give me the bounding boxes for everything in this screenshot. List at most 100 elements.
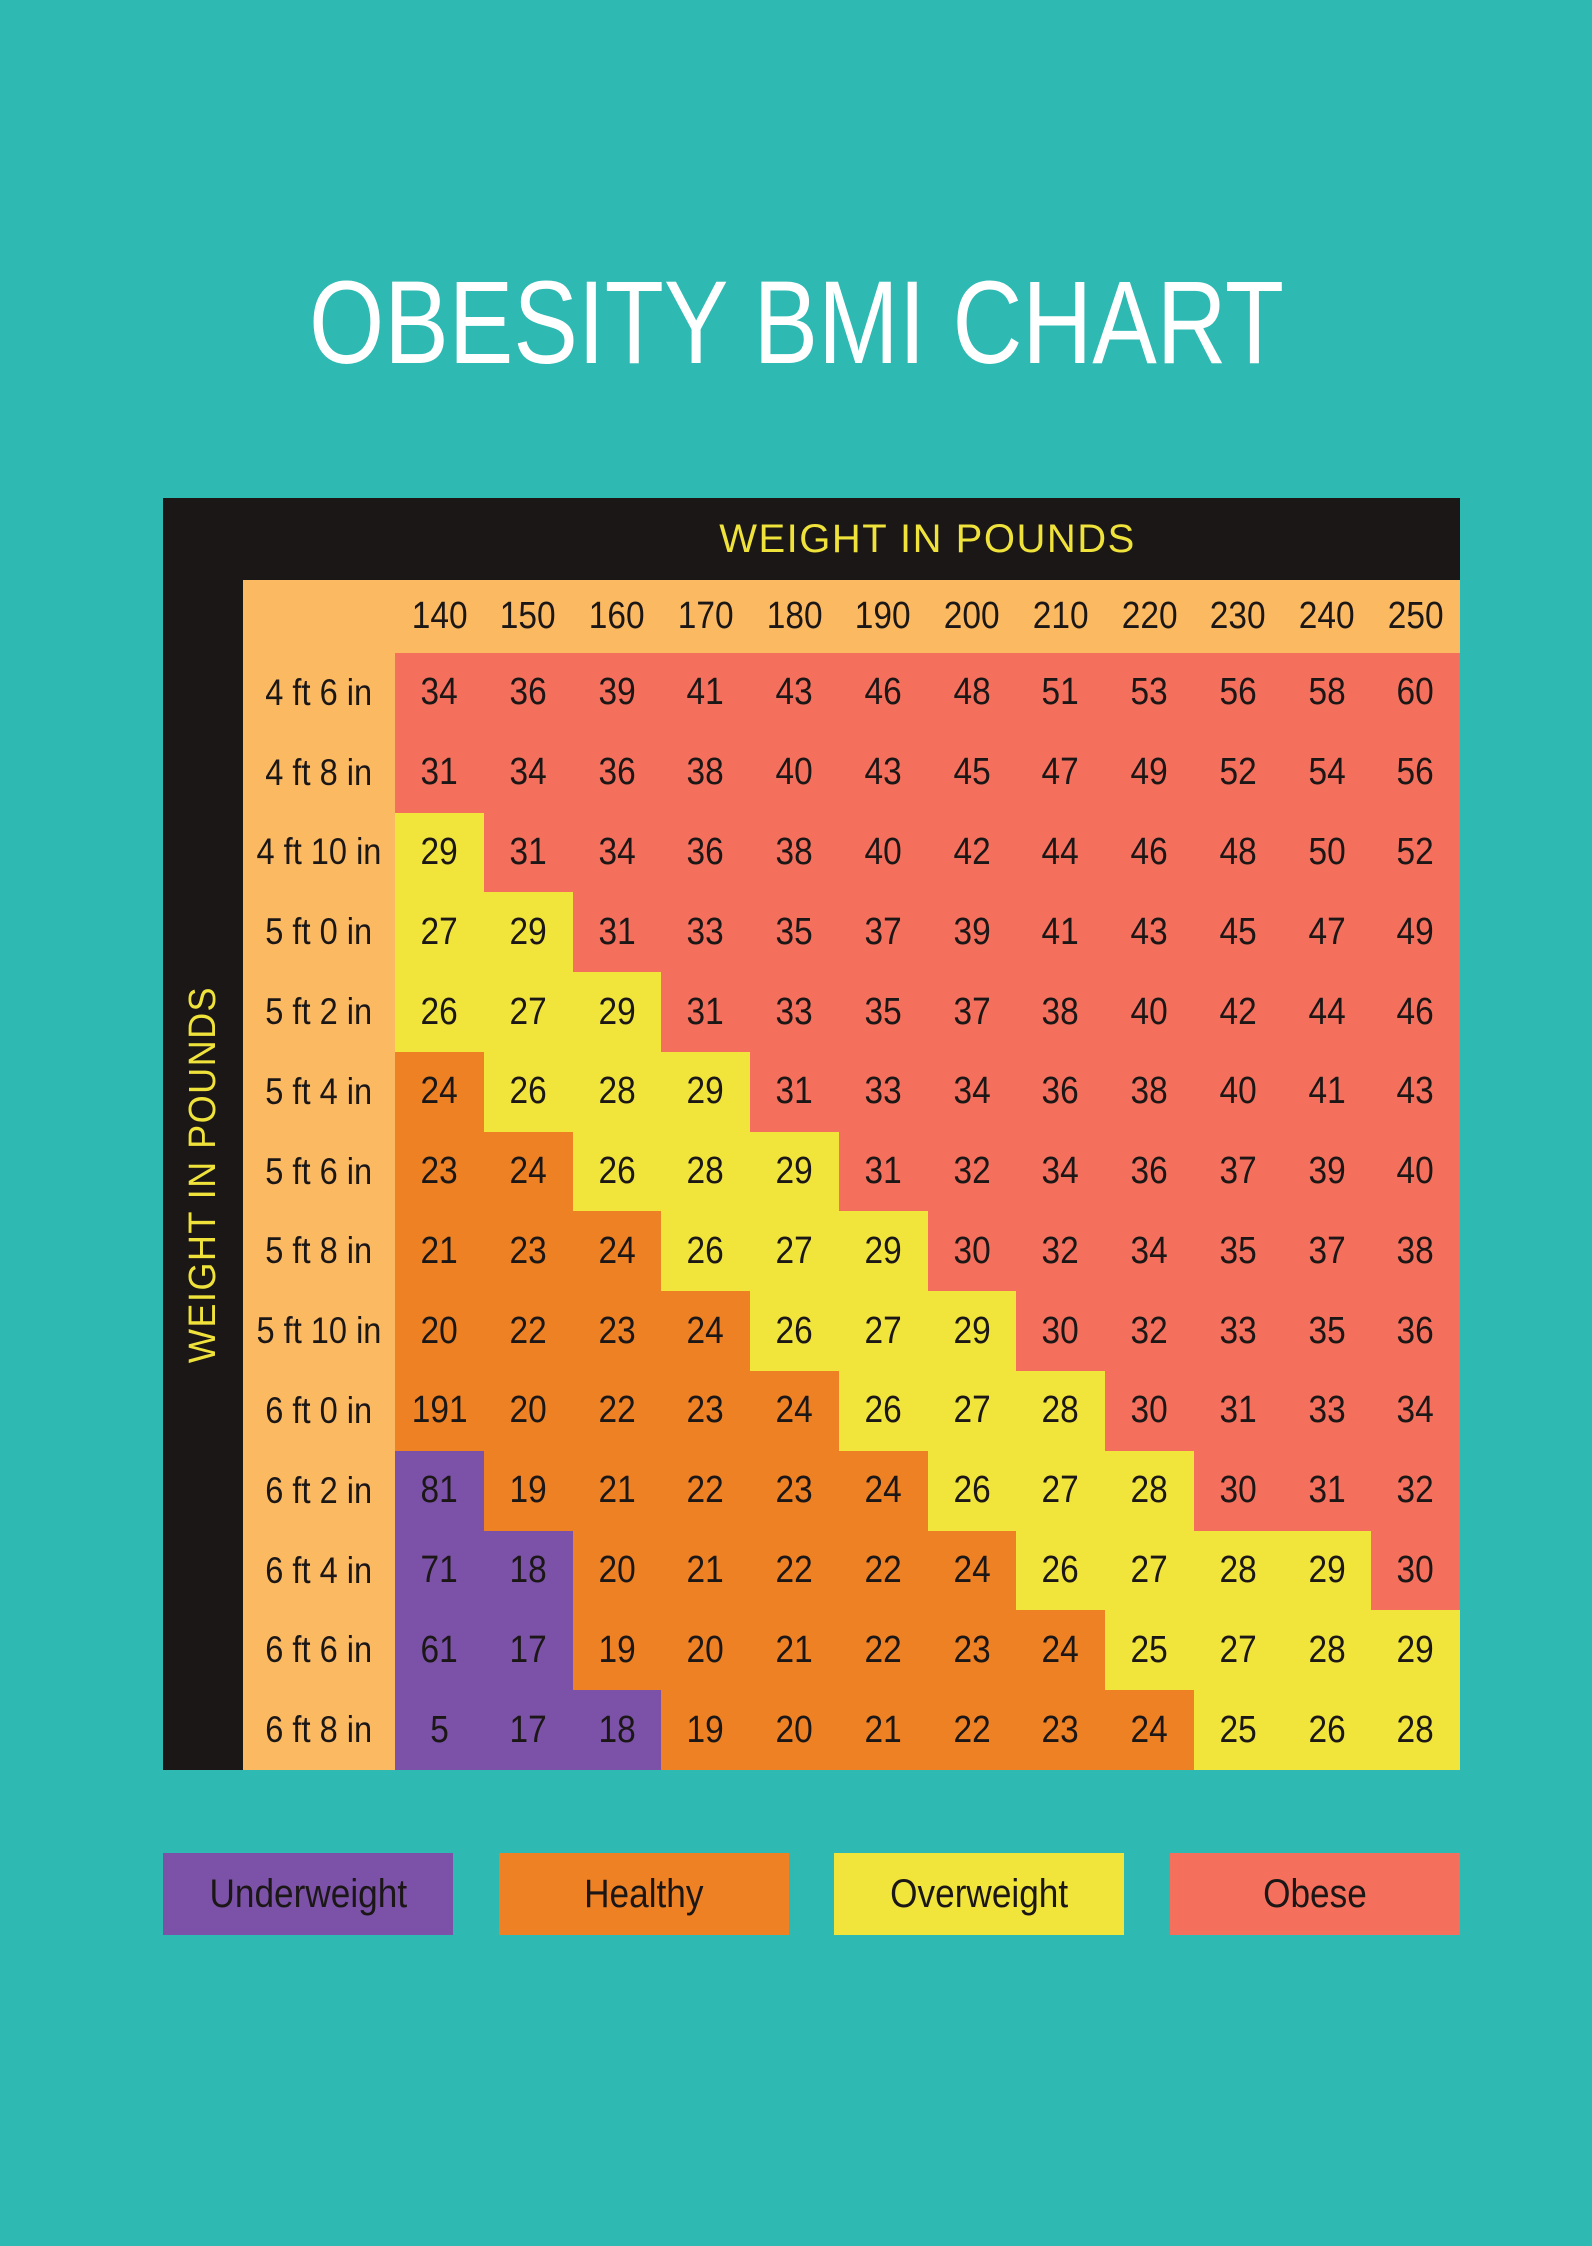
bmi-table: WEIGHT IN POUNDS WEIGHT IN POUNDS 140 150… xyxy=(163,498,1460,1770)
bmi-cell: 26 xyxy=(661,1211,750,1292)
row-label: 6 ft 0 in xyxy=(243,1371,395,1451)
bmi-cell-text: 5 xyxy=(430,1708,449,1751)
bmi-cell-text: 22 xyxy=(864,1549,902,1592)
bmi-cell-text: 53 xyxy=(1130,671,1168,714)
bmi-cell: 24 xyxy=(572,1211,662,1292)
bmi-cell: 81 xyxy=(395,1450,484,1531)
bmi-cell: 34 xyxy=(1016,1131,1105,1212)
bmi-cell-text: 36 xyxy=(509,671,547,714)
bmi-cell: 32 xyxy=(927,1131,1017,1212)
bmi-cell: 19 xyxy=(483,1450,573,1531)
row-label-text: 4 ft 8 in xyxy=(265,751,373,793)
bmi-cell: 24 xyxy=(395,1051,484,1132)
bmi-cell: 34 xyxy=(927,1051,1017,1132)
bmi-cell-text: 27 xyxy=(420,910,458,953)
bmi-cell-text: 37 xyxy=(1219,1150,1257,1193)
bmi-cell-text: 32 xyxy=(1397,1469,1435,1512)
bmi-cell-text: 31 xyxy=(775,1070,813,1113)
column-header: 150 xyxy=(484,580,573,653)
bmi-cell: 37 xyxy=(1282,1211,1372,1292)
bmi-cell: 31 xyxy=(1193,1371,1283,1451)
bmi-cell: 36 xyxy=(483,653,573,733)
bmi-cell-text: 18 xyxy=(598,1708,636,1751)
bmi-cell: 48 xyxy=(1193,812,1283,893)
bmi-cell: 35 xyxy=(1282,1291,1372,1372)
bmi-cell: 26 xyxy=(483,1051,573,1132)
bmi-cell: 45 xyxy=(927,732,1017,813)
bmi-cell: 56 xyxy=(1371,732,1460,813)
bmi-cell-text: 30 xyxy=(1219,1469,1257,1512)
bmi-cell-text: 30 xyxy=(1042,1309,1080,1352)
bmi-cell-text: 28 xyxy=(687,1150,725,1193)
bmi-cell: 31 xyxy=(572,892,662,973)
bmi-cell-text: 31 xyxy=(1308,1469,1346,1512)
bmi-cell-text: 31 xyxy=(420,751,458,794)
bmi-cell-text: 40 xyxy=(864,830,902,873)
row-label: 4 ft 8 in xyxy=(243,732,395,813)
bmi-cell: 41 xyxy=(1016,892,1105,973)
bmi-cell-text: 35 xyxy=(1219,1229,1257,1272)
bmi-cell-text: 71 xyxy=(420,1549,458,1592)
bmi-cell-text: 22 xyxy=(953,1708,991,1751)
bmi-cell: 20 xyxy=(750,1690,839,1770)
row-label-text: 6 ft 6 in xyxy=(265,1629,373,1671)
bmi-cell: 44 xyxy=(1282,972,1372,1052)
bmi-cell-text: 21 xyxy=(420,1229,458,1272)
bmi-cell: 46 xyxy=(838,653,928,733)
bmi-cell: 24 xyxy=(838,1450,928,1531)
bmi-cell: 23 xyxy=(483,1211,573,1292)
bmi-cell: 37 xyxy=(838,892,928,973)
bmi-cell: 27 xyxy=(1193,1610,1283,1691)
bmi-cell-text: 26 xyxy=(420,990,458,1033)
bmi-cell-text: 37 xyxy=(864,910,902,953)
bmi-cell-text: 191 xyxy=(411,1389,468,1432)
bmi-cell-text: 17 xyxy=(509,1628,547,1671)
bmi-cell: 31 xyxy=(838,1131,928,1212)
bmi-cell-text: 27 xyxy=(509,990,547,1033)
bmi-cell: 23 xyxy=(1016,1690,1105,1770)
column-header: 170 xyxy=(661,580,750,653)
bmi-cell: 23 xyxy=(661,1371,750,1451)
bmi-cell: 35 xyxy=(750,892,839,973)
row-label-text: 5 ft 8 in xyxy=(265,1230,373,1272)
row-label-text: 6 ft 8 in xyxy=(265,1709,373,1751)
bmi-cell-text: 26 xyxy=(687,1229,725,1272)
bmi-cell: 49 xyxy=(1105,732,1194,813)
bmi-cell: 21 xyxy=(395,1211,484,1292)
page-title: OBESITY BMI CHART xyxy=(0,261,1592,386)
bmi-cell: 24 xyxy=(750,1371,839,1451)
bmi-cell: 36 xyxy=(661,812,750,893)
bmi-cell: 26 xyxy=(750,1291,839,1372)
bmi-cell: 28 xyxy=(1282,1610,1372,1691)
bmi-cell: 33 xyxy=(1282,1371,1372,1451)
bmi-cell: 33 xyxy=(661,892,750,973)
bmi-cell-text: 28 xyxy=(1042,1389,1080,1432)
bmi-cell: 52 xyxy=(1193,732,1283,813)
bmi-cell: 24 xyxy=(1016,1610,1105,1691)
bmi-cell: 34 xyxy=(572,812,662,893)
bmi-cell: 21 xyxy=(572,1450,662,1531)
bmi-cell: 21 xyxy=(750,1610,839,1691)
bmi-cell: 45 xyxy=(1193,892,1283,973)
bmi-cell-text: 24 xyxy=(775,1389,813,1432)
bmi-cell-text: 19 xyxy=(687,1708,725,1751)
row-label: 5 ft 2 in xyxy=(243,972,395,1052)
bmi-cell: 30 xyxy=(1193,1450,1283,1531)
bmi-cell-text: 43 xyxy=(1130,910,1168,953)
bmi-cell: 28 xyxy=(1371,1690,1460,1770)
legend: Underweight Healthy Overweight Obese xyxy=(163,1853,1460,1935)
row-label-text: 5 ft 10 in xyxy=(256,1310,382,1352)
bmi-cell-text: 51 xyxy=(1042,671,1080,714)
bmi-cell-text: 47 xyxy=(1308,910,1346,953)
bmi-cell-text: 26 xyxy=(864,1389,902,1432)
bmi-cell-text: 48 xyxy=(1219,830,1257,873)
column-header-text: 220 xyxy=(1121,595,1178,637)
bmi-cell: 43 xyxy=(1105,892,1194,973)
row-label: 4 ft 10 in xyxy=(243,812,395,893)
bmi-cell-text: 22 xyxy=(864,1628,902,1671)
bmi-cell-text: 45 xyxy=(1219,910,1257,953)
bmi-cell-text: 61 xyxy=(420,1628,458,1671)
bmi-cell-text: 33 xyxy=(1219,1309,1257,1352)
bmi-cell: 27 xyxy=(483,972,573,1052)
bmi-cell-text: 41 xyxy=(1042,910,1080,953)
